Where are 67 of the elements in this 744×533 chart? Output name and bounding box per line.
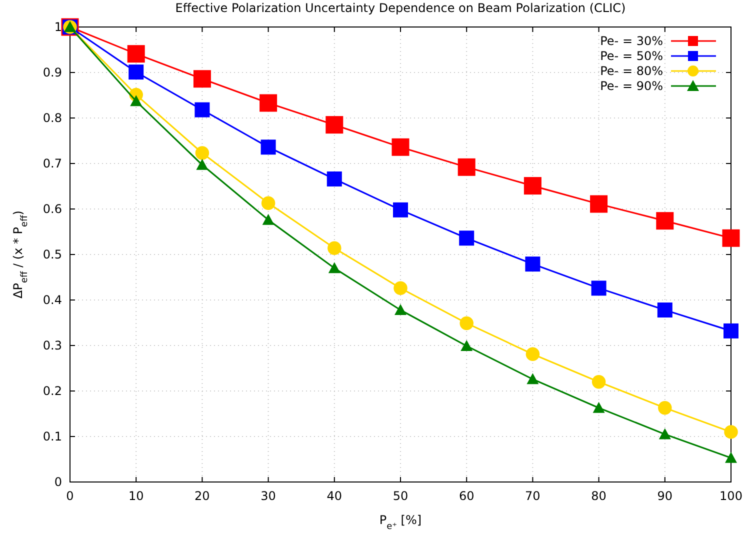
x-tick-label: 10 (128, 489, 144, 503)
point (195, 146, 210, 160)
point (130, 95, 142, 106)
point (590, 195, 608, 213)
x-tick-label: 60 (458, 489, 474, 503)
point (658, 428, 671, 440)
y-tick-label: 0.9 (42, 66, 62, 80)
point (193, 70, 211, 88)
x-tick-label: 30 (260, 489, 276, 503)
y-tick-label: 0.4 (42, 293, 62, 307)
y-tick-label: 0.5 (42, 248, 62, 262)
point (128, 64, 144, 80)
x-axis-title: P$_{e⁺}$ [%] (379, 513, 422, 532)
point (592, 402, 605, 413)
point (261, 196, 276, 210)
y-tick-label: 0.2 (42, 384, 62, 398)
y-tick-label: 0.6 (42, 202, 62, 216)
point (658, 400, 672, 415)
y-tick-label: 0.8 (42, 111, 62, 125)
point (722, 229, 740, 247)
x-tick-label: 100 (720, 489, 742, 503)
point (526, 373, 539, 384)
y-tick-label: 0.7 (42, 156, 62, 170)
point (326, 171, 342, 186)
y-tick-label: 0.1 (42, 430, 62, 444)
x-tick-label: 50 (392, 489, 408, 503)
point (724, 425, 738, 439)
x-tick-label: 80 (591, 489, 606, 503)
legend-label: Pe- = 90% (600, 79, 663, 93)
y-tick-label: 0.3 (42, 338, 62, 352)
legend-label: Pe- = 50% (600, 49, 663, 63)
x-tick-label: 20 (194, 489, 210, 503)
point (394, 304, 406, 316)
point (394, 281, 408, 296)
point (459, 230, 474, 246)
point (524, 177, 542, 195)
point (724, 323, 738, 338)
point (392, 138, 410, 156)
point (196, 158, 208, 170)
point (725, 452, 737, 463)
x-tick-label: 70 (525, 489, 540, 503)
point (194, 102, 210, 118)
point (260, 94, 278, 112)
x-tick-label: 40 (326, 489, 342, 503)
point (460, 340, 473, 351)
y-tick-label: 0 (54, 475, 62, 489)
point (656, 212, 674, 230)
point (592, 375, 606, 389)
y-tick-label: 1 (54, 20, 62, 34)
point (260, 140, 276, 155)
point (262, 214, 274, 225)
point (458, 158, 476, 176)
legend-label: Pe- = 80% (600, 64, 663, 78)
point (393, 202, 408, 218)
point (326, 116, 344, 134)
x-tick-label: 0 (66, 489, 74, 503)
point (591, 280, 606, 296)
point (127, 45, 145, 63)
point (657, 302, 672, 318)
chart-title: Effective Polarization Uncertainty Dependence on Beam Polarization (CLIC) (175, 1, 626, 15)
point (328, 262, 340, 274)
point (526, 347, 540, 362)
legend-label: Pe- = 30% (600, 34, 663, 48)
point (460, 316, 474, 330)
x-tick-label: 90 (657, 489, 673, 503)
point (328, 241, 342, 256)
point (525, 256, 540, 272)
